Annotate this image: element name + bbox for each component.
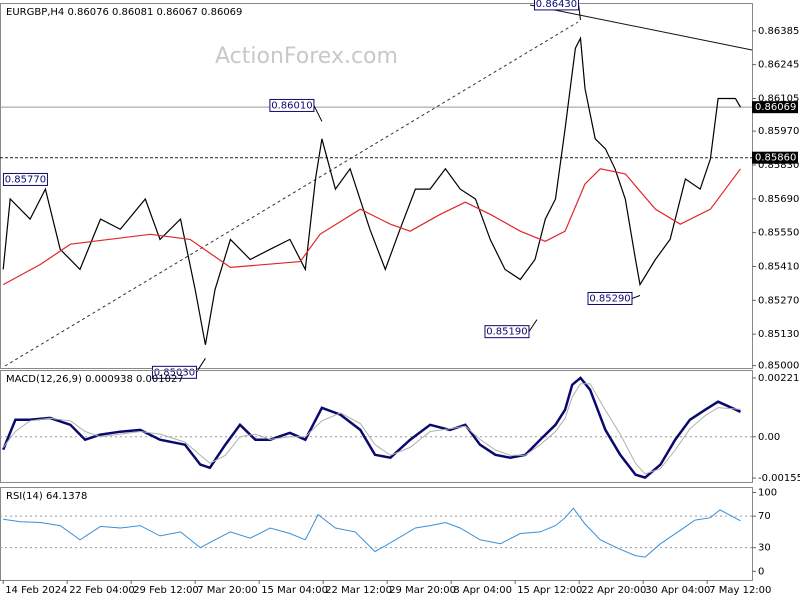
annotation-box [587,291,633,305]
annotation-label: 0.85290 [589,293,630,304]
panel [0,487,753,581]
y-tick-label: 0.85000 [758,361,799,372]
x-tick-label: 14 Feb 2024 [5,585,67,596]
annotation-label: 0.85190 [486,327,527,338]
x-tick-label: 7 Mar 20:00 [197,585,257,596]
series-line [2,376,742,479]
y-tick-label: 0.86385 [758,26,799,37]
annotation-box [151,365,197,379]
trend-line [529,4,753,51]
y-tick-label: -0.001556 [758,473,800,484]
annotation-box [269,98,315,112]
annotation-label: 0.86010 [271,100,312,111]
y-tick-label: 100 [758,488,777,499]
annotation-box [533,0,579,11]
annotation-label: 0.86430 [536,0,577,10]
x-tick-label: 22 Mar 12:00 [325,585,392,596]
panel-title: MACD(12,26,9) 0.000938 0.001027 [6,374,184,385]
annotation-label: 0.85770 [5,174,46,185]
y-tick-label: 0.85830 [758,160,799,171]
annotation-box [484,325,530,339]
annotation-leader [196,358,206,373]
panel [0,370,753,483]
y-tick-label: 0.85690 [758,194,799,205]
x-tick-label: 8 Apr 04:00 [453,585,512,596]
panel-title: RSI(14) 64.1378 [6,491,87,502]
panel-title: EURGBP,H4 0.86076 0.86081 0.86067 0.8606… [6,7,242,18]
y-tick-label: 0.85970 [758,126,799,137]
y-tick-label: 0.85550 [758,228,799,239]
y-tick-label: 70 [758,511,771,522]
x-tick-label: 15 Apr 12:00 [517,585,582,596]
series-line [2,36,742,345]
x-tick-label: 30 Apr 04:00 [645,585,710,596]
series-line [2,168,741,286]
annotation-leader [631,295,641,299]
y-tick-label: 0.00 [758,432,780,443]
x-tick-label: 29 Feb 12:00 [133,585,199,596]
y-tick-label: 0.85270 [758,295,799,306]
price-label: 0.85860 [755,153,796,164]
price-label-box [752,151,798,164]
y-tick-label: 30 [758,543,771,554]
y-tick-label: 0.86105 [758,93,799,104]
price-label-box [752,101,798,114]
series-line [3,507,741,558]
y-tick-label: 0.86245 [758,60,799,71]
watermark: ActionForex.com [215,44,398,69]
x-tick-label: 22 Apr 20:00 [581,585,646,596]
y-tick-label: 0 [758,566,764,577]
x-tick-label: 15 Mar 04:00 [261,585,328,596]
panel [0,3,753,369]
annotation-box [2,172,48,186]
series-line [2,383,741,475]
y-tick-label: 0.85130 [758,329,799,340]
annotation-label: 0.85030 [154,367,195,378]
x-tick-label: 29 Mar 20:00 [389,585,456,596]
x-tick-label: 22 Feb 04:00 [69,585,135,596]
annotation-leader [528,319,538,332]
x-tick-label: 7 May 12:00 [709,585,771,596]
price-label: 0.86069 [755,102,796,113]
y-tick-label: 0.002216 [758,373,800,384]
annotation-leader [313,105,323,122]
y-tick-label: 0.85410 [758,261,799,272]
